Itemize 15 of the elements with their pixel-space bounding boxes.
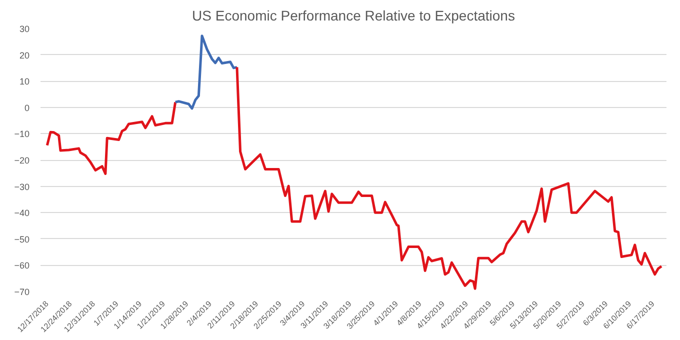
line-series: [46, 100, 177, 175]
y-tick-label: −40: [14, 208, 30, 218]
y-tick-label: −20: [14, 156, 30, 166]
chart-title: US Economic Performance Relative to Expectations: [192, 8, 515, 24]
y-tick-label: 10: [19, 76, 30, 87]
y-tick-label: −50: [14, 234, 30, 244]
y-tick-label: 0: [24, 102, 30, 113]
y-tick-label: −30: [14, 182, 30, 192]
y-tick-label: −10: [14, 129, 30, 140]
line-series: [174, 34, 238, 110]
y-tick-label: 30: [19, 24, 30, 34]
y-tick-label: −70: [14, 287, 30, 297]
y-tick-label: −60: [14, 260, 30, 271]
line-series: [236, 66, 663, 290]
y-tick-label: 20: [19, 50, 30, 60]
